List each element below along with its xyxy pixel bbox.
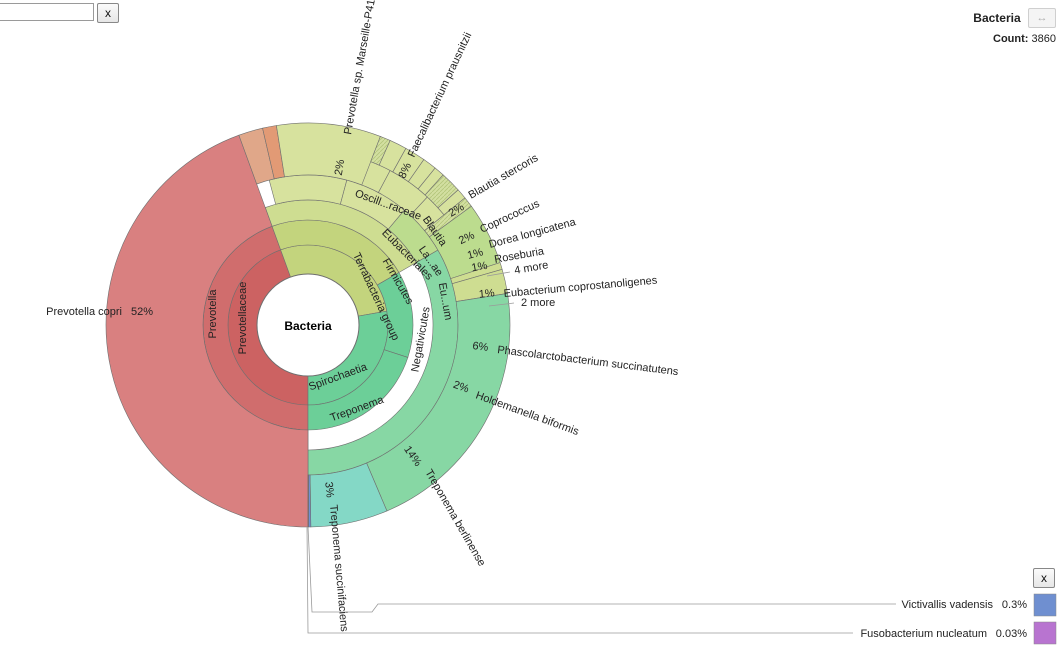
label-faecalibacterium: Faecalibacterium prausnitzii	[406, 31, 474, 160]
label-prevotellaceae: Prevotellaceae	[237, 282, 249, 355]
expand-arrows-icon[interactable]: ↔	[1028, 8, 1056, 28]
leader-fusobacterium	[306, 526, 853, 634]
leader-victivallis	[307, 526, 896, 613]
label-phascolarctobacterium: Phascolarctobacterium succinatutens	[497, 344, 680, 378]
search-input[interactable]	[0, 3, 94, 21]
leader-four-more	[486, 271, 511, 277]
label-eubacterium-pct: 1%	[478, 287, 495, 300]
label-roseburia-pct: 1%	[471, 260, 489, 275]
center-hole[interactable]	[256, 273, 360, 377]
label-two-more: 2 more	[521, 297, 555, 309]
label-prevotella-copri-pct: 52%	[131, 306, 153, 318]
label-treponema-succinifaciens-pct: 3%	[322, 481, 335, 498]
label-holdemanella: Holdemanella biformis	[474, 390, 581, 439]
label-marseille: Prevotella sp. Marseille-P4119	[342, 0, 380, 136]
count-row: Count: 3860	[973, 33, 1056, 45]
label-prevotella: Prevotella	[207, 289, 219, 339]
wedge-prevotella-copri[interactable]	[105, 134, 309, 528]
wedge-faecalibacterium[interactable]	[276, 122, 381, 186]
label-prevotella-copri: Prevotella copri	[46, 306, 122, 318]
label-four-more: 4 more	[513, 259, 549, 277]
victivallis-swatch[interactable]	[1033, 593, 1057, 617]
label-marseille-pct: 2%	[333, 158, 348, 176]
victivallis-legend-name: Victivallis vadensis	[901, 599, 993, 611]
selected-node-name: Bacteria	[973, 11, 1021, 25]
wedge-oscill[interactable]	[268, 174, 348, 205]
count-label: Count:	[993, 33, 1029, 45]
fusobacterium-legend-name: Fusobacterium nucleatum	[860, 628, 987, 640]
label-phascolarctobacterium-pct: 6%	[472, 340, 489, 354]
fusobacterium-swatch[interactable]	[1033, 621, 1057, 645]
label-holdemanella-pct: 2%	[452, 379, 471, 396]
fusobacterium-legend-pct: 0.03%	[996, 628, 1027, 640]
victivallis-legend-pct: 0.3%	[1002, 599, 1027, 611]
label-dorea-pct: 1%	[466, 246, 485, 262]
label-blautia-stercoris: Blautia stercoris	[467, 152, 541, 202]
info-panel: Bacteria ↔ Count: 3860	[973, 8, 1056, 45]
close-small-wedges-button[interactable]: x	[1033, 568, 1055, 588]
clear-search-button[interactable]: x	[97, 3, 119, 23]
wedge-fusobacterium[interactable]	[307, 474, 310, 528]
count-value: 3860	[1031, 33, 1056, 45]
label-treponema-berlinense: Treponema berlinense	[422, 468, 487, 569]
center-label: Bacteria	[284, 319, 332, 333]
leader-two-more	[488, 302, 515, 307]
